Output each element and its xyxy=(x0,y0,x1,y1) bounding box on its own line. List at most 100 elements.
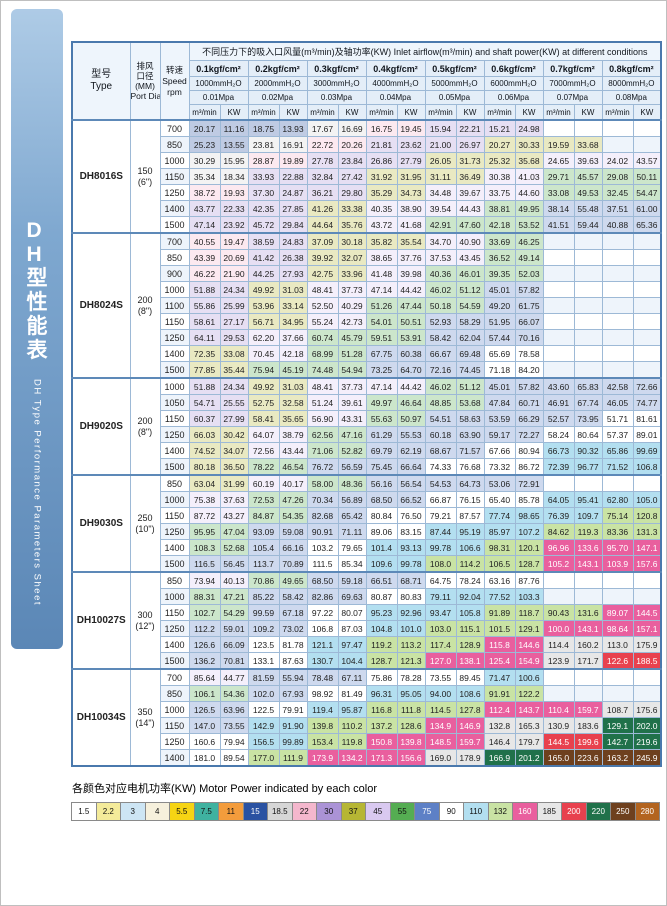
table-row: 1500 77.85 35.44 75.94 45.19 74.48 54.94 73.25 6… xyxy=(72,361,662,379)
power-cell: 95.05 xyxy=(396,685,426,702)
power-cell: 31.99 xyxy=(219,474,249,492)
flow-cell: 57.37 xyxy=(601,426,634,443)
power-cell: 22.21 xyxy=(455,119,485,137)
flow-cell: 42.58 xyxy=(601,377,634,395)
power-cell: 143.1 xyxy=(573,555,603,573)
flow-cell: 41.42 xyxy=(247,249,280,266)
flow-cell: 15.94 xyxy=(424,119,457,137)
table-row: 1400 181.0 89.54 177.0 111.9 173.9 134.2 171.3 1… xyxy=(72,749,662,767)
power-cell: 42.18 xyxy=(278,345,308,362)
flow-cell: 122.6 xyxy=(601,652,634,670)
flow-cell: 108.7 xyxy=(601,701,634,718)
model-cell: DH9020S xyxy=(71,377,131,476)
flow-cell: 97.22 xyxy=(306,604,339,621)
power-cell: 67.74 xyxy=(573,394,603,411)
port-value: 200 xyxy=(137,415,153,426)
power-cell: 24.83 xyxy=(278,232,308,250)
legend-swatch: 15 xyxy=(243,803,268,820)
flow-cell: 15.21 xyxy=(483,119,516,137)
unit-flow: m³/min xyxy=(483,104,516,121)
power-cell: 29.80 xyxy=(337,184,367,201)
flow-cell: 96.31 xyxy=(365,685,398,702)
pressure-kgf: 0.6kgf/cm² xyxy=(483,60,544,77)
power-cell: 53.68 xyxy=(455,394,485,411)
flow-cell: 43.72 xyxy=(365,216,398,234)
flow-cell xyxy=(542,685,575,702)
power-cell: 66.16 xyxy=(278,539,308,556)
flow-cell xyxy=(601,136,634,153)
flow-cell: 126.6 xyxy=(188,636,221,653)
power-cell: 15.95 xyxy=(219,152,249,169)
power-cell: 53.91 xyxy=(396,329,426,346)
power-cell: 29.84 xyxy=(278,216,308,234)
flow-cell: 90.91 xyxy=(306,523,339,540)
power-cell: 71.57 xyxy=(455,442,485,459)
power-cell: 34.95 xyxy=(278,313,308,330)
flow-cell: 63.16 xyxy=(483,571,516,589)
table-row: DH8016S 150 (6") 700 20.17 11.16 18.75 13.93 17.… xyxy=(71,119,662,234)
power-cell: 111.8 xyxy=(396,701,426,718)
power-cell: 54.94 xyxy=(337,361,367,379)
flow-cell: 66.51 xyxy=(365,571,398,589)
power-cell: 144.6 xyxy=(514,636,544,653)
power-cell: 99.69 xyxy=(632,442,662,459)
pressure-mpa: 0.05Mpa xyxy=(424,90,485,105)
legend-swatch: 132 xyxy=(488,803,513,820)
flow-cell xyxy=(542,474,575,492)
flow-cell: 75.94 xyxy=(247,361,280,379)
power-cell: 78.58 xyxy=(514,345,544,362)
flow-cell: 50.18 xyxy=(424,297,457,314)
power-cell: 80.64 xyxy=(573,426,603,443)
flow-cell: 40.36 xyxy=(424,265,457,282)
power-cell xyxy=(573,297,603,314)
power-cell: 139.8 xyxy=(396,733,426,750)
unit-power: KW xyxy=(514,104,544,121)
flow-cell: 142.7 xyxy=(601,733,634,750)
flow-cell: 62.20 xyxy=(247,329,280,346)
header-port-en: Port Dia xyxy=(130,91,160,101)
power-cell: 37.73 xyxy=(337,281,367,298)
legend-swatch: 2.2 xyxy=(96,803,121,820)
power-cell: 57.82 xyxy=(514,377,544,395)
power-cell: 32.07 xyxy=(337,249,367,266)
power-cell: 40.17 xyxy=(278,474,308,492)
flow-cell: 47.84 xyxy=(483,394,516,411)
flow-cell: 55.86 xyxy=(188,297,221,314)
flow-cell: 160.6 xyxy=(188,733,221,750)
flow-cell: 177.0 xyxy=(247,749,280,767)
flow-cell: 112.4 xyxy=(483,701,516,718)
port-cell: 300 (12") xyxy=(129,571,161,670)
power-cell: 199.6 xyxy=(573,733,603,750)
flow-cell: 31.11 xyxy=(424,168,457,185)
power-cell: 43.44 xyxy=(278,442,308,459)
pressure-mmh2o: 2000mmH₂O xyxy=(247,76,308,91)
flow-cell: 38.65 xyxy=(365,249,398,266)
pressure-kgf: 0.4kgf/cm² xyxy=(365,60,426,77)
table-row: 1150 87.72 43.27 84.87 54.35 82.68 65.42 80.84 7… xyxy=(72,507,662,524)
flow-cell: 98.92 xyxy=(306,685,339,702)
rpm-cell: 1150 xyxy=(159,410,190,427)
power-cell: 219.6 xyxy=(632,733,662,750)
power-cell: 89.54 xyxy=(219,749,249,767)
flow-cell: 42.91 xyxy=(424,216,457,234)
legend-swatch: 200 xyxy=(562,803,587,820)
side-banner-subtitle: DH Type Performance Parameters Sheet xyxy=(31,379,43,607)
flow-cell: 49.20 xyxy=(483,297,516,314)
flow-cell: 112.2 xyxy=(188,620,221,637)
flow-cell xyxy=(542,571,575,589)
power-cell: 79.91 xyxy=(278,701,308,718)
power-cell: 96.77 xyxy=(573,458,603,476)
rpm-cell: 1500 xyxy=(159,216,190,234)
power-cell xyxy=(632,474,662,492)
flow-cell: 61.29 xyxy=(365,426,398,443)
flow-cell: 114.4 xyxy=(542,636,575,653)
flow-cell xyxy=(542,588,575,605)
model-cell: DH8024S xyxy=(71,232,131,379)
port-cell: 250 (10") xyxy=(129,474,161,573)
power-cell: 73.02 xyxy=(278,620,308,637)
flow-cell: 114.5 xyxy=(424,701,457,718)
power-cell: 47.04 xyxy=(219,523,249,540)
table-area: 型号 Type 排风 口径 (MM) Port Dia 转速 Speed rpm xyxy=(71,41,663,821)
power-cell xyxy=(632,329,662,346)
